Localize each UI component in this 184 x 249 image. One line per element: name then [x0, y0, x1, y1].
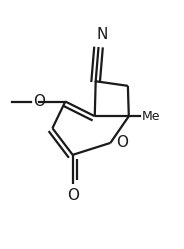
Text: O: O [116, 135, 128, 150]
Text: N: N [96, 27, 108, 42]
Text: O: O [67, 188, 79, 203]
Text: Me: Me [142, 110, 160, 123]
Text: O: O [33, 94, 45, 109]
